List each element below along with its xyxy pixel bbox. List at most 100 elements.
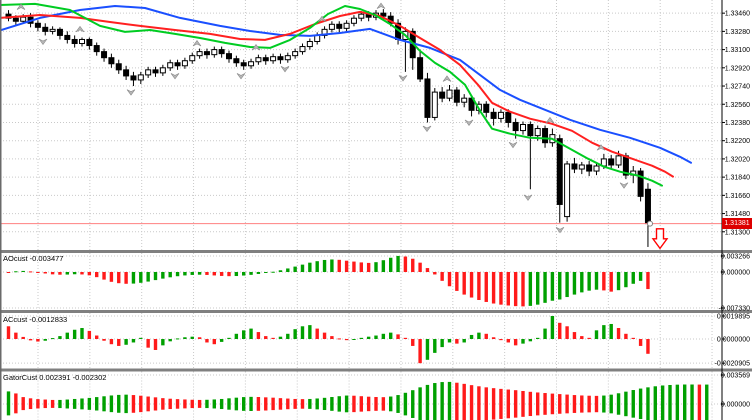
candle: [218, 49, 225, 55]
candle: [328, 23, 335, 30]
histogram-bar: [139, 395, 143, 405]
candle: [270, 56, 277, 62]
histogram-bar: [322, 332, 327, 339]
histogram-bar: [139, 404, 143, 413]
histogram-bar: [565, 326, 569, 339]
histogram-bar: [616, 328, 621, 339]
candle: [453, 89, 460, 103]
histogram-bar: [440, 338, 444, 348]
histogram-bar: [300, 404, 305, 409]
axis-tick-label: 1.32740: [725, 84, 750, 91]
histogram-bar: [374, 335, 378, 339]
fractal-arrows: [16, 2, 629, 234]
histogram-bar: [580, 395, 584, 405]
histogram-bar: [308, 325, 312, 339]
histogram-bar: [264, 271, 268, 273]
histogram-bar: [528, 404, 533, 417]
candle: [292, 51, 299, 57]
pane-divider-ao-ac[interactable]: [0, 310, 752, 313]
histogram-bar: [87, 404, 92, 410]
histogram-bar: [286, 404, 290, 410]
candle: [439, 91, 446, 99]
histogram-bar: [87, 330, 92, 339]
bid-price-badge: 1.31381: [722, 218, 752, 230]
histogram-bar: [668, 384, 672, 405]
histogram-bar: [175, 399, 180, 405]
histogram-bar: [366, 262, 371, 272]
histogram-bar: [411, 258, 415, 272]
histogram-bar: [109, 395, 114, 405]
histogram-bar: [36, 399, 40, 405]
candle: [534, 128, 541, 137]
histogram-bar: [124, 404, 128, 414]
histogram-bar: [491, 404, 496, 420]
histogram-bar: [616, 271, 621, 291]
histogram-bar: [536, 271, 540, 305]
histogram-bar: [124, 271, 128, 284]
histogram-bar: [389, 332, 393, 339]
candle: [343, 22, 350, 29]
histogram-bar: [58, 399, 62, 405]
candle: [446, 89, 453, 99]
histogram-bar: [440, 404, 444, 420]
histogram-bar: [653, 404, 657, 420]
histogram-bar: [418, 338, 422, 364]
histogram-bar: [234, 271, 239, 277]
histogram-bar: [631, 404, 635, 418]
histogram-bar: [403, 256, 408, 272]
histogram-bar: [638, 388, 643, 405]
histogram-bar: [219, 398, 224, 405]
candle: [123, 69, 130, 77]
candle: [262, 57, 269, 62]
axis-tick-label: 0.0019895: [717, 313, 750, 320]
histogram-bar: [197, 399, 202, 405]
candle: [336, 23, 343, 29]
histogram-bar: [565, 404, 569, 414]
histogram-bar: [616, 393, 621, 405]
histogram-bar: [80, 404, 84, 410]
candle: [497, 111, 504, 119]
histogram-bar: [580, 336, 584, 339]
candle: [145, 69, 152, 76]
histogram-bar: [161, 398, 165, 405]
candle: [461, 97, 468, 103]
fractal-down-icon: [555, 226, 565, 234]
candle: [64, 34, 71, 40]
candle: [130, 75, 137, 81]
histogram-bar: [65, 271, 69, 275]
candle: [284, 55, 291, 61]
histogram-bar: [558, 394, 562, 405]
histogram-bar: [366, 336, 371, 339]
axis-tick-label: 0.003266: [721, 253, 750, 260]
pane-divider-main-ao[interactable]: [0, 250, 752, 253]
histogram-bar: [565, 394, 569, 405]
histogram-bar: [572, 271, 577, 295]
histogram-bar: [455, 404, 459, 420]
histogram-bar: [491, 388, 496, 405]
histogram-bar: [646, 271, 650, 290]
gator-histogram: [6, 381, 709, 405]
histogram-bar: [293, 266, 297, 272]
histogram-bar: [43, 399, 47, 405]
histogram-bar: [131, 271, 136, 284]
histogram-bar: [109, 404, 114, 413]
candle: [101, 51, 108, 59]
candle: [181, 60, 188, 67]
candle: [490, 111, 497, 119]
pane-divider-ac-gator[interactable]: [0, 368, 752, 372]
histogram-bar: [462, 271, 466, 295]
axis-tick-label: 1.33100: [725, 47, 750, 54]
histogram-bar: [433, 383, 437, 405]
histogram-bar: [28, 404, 33, 410]
candle: [424, 78, 431, 118]
histogram-bar: [477, 386, 481, 405]
histogram-bar: [609, 394, 613, 405]
histogram-bar: [447, 404, 452, 420]
histogram-bar: [190, 399, 194, 405]
histogram-bar: [668, 404, 672, 420]
candle: [115, 63, 122, 71]
fractal-down-icon: [464, 119, 474, 126]
histogram-bar: [580, 404, 584, 413]
